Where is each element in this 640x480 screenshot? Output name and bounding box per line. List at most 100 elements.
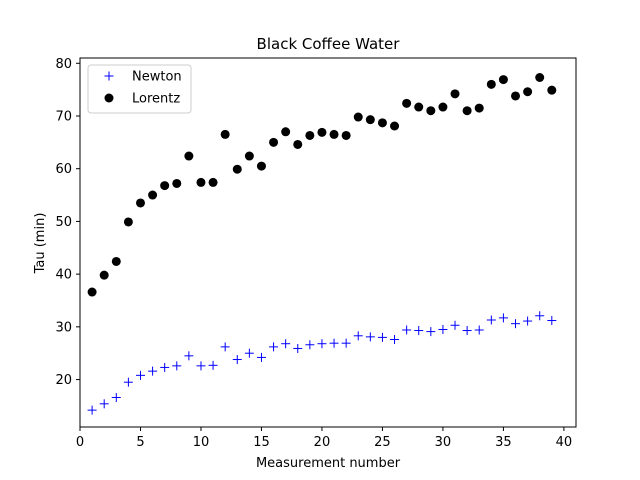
point-lorentz-7 bbox=[160, 181, 170, 191]
point-lorentz-24 bbox=[365, 115, 375, 125]
point-lorentz-5 bbox=[135, 198, 145, 208]
x-tick-label: 0 bbox=[76, 435, 84, 450]
y-tick-label: 20 bbox=[55, 373, 72, 388]
point-newton-11 bbox=[208, 360, 218, 370]
legend-label-lorentz: Lorentz bbox=[132, 92, 180, 107]
point-lorentz-12 bbox=[220, 129, 230, 139]
legend-box bbox=[87, 64, 192, 114]
point-newton-19 bbox=[305, 340, 315, 350]
point-newton-32 bbox=[462, 326, 472, 336]
point-lorentz-22 bbox=[341, 130, 351, 140]
point-lorentz-31 bbox=[450, 89, 460, 99]
point-lorentz-3 bbox=[111, 256, 121, 266]
point-lorentz-32 bbox=[462, 106, 472, 116]
point-newton-8 bbox=[172, 361, 182, 371]
x-tick-label: 40 bbox=[556, 435, 573, 450]
point-newton-20 bbox=[317, 339, 327, 349]
point-newton-31 bbox=[450, 320, 460, 330]
point-newton-3 bbox=[111, 392, 121, 402]
point-newton-12 bbox=[220, 342, 230, 352]
point-lorentz-16 bbox=[269, 137, 279, 147]
point-lorentz-19 bbox=[305, 130, 315, 140]
y-tick-label: 40 bbox=[55, 268, 72, 283]
point-newton-16 bbox=[269, 342, 279, 352]
legend: Newton Lorentz bbox=[87, 64, 192, 114]
point-newton-30 bbox=[438, 324, 448, 334]
point-lorentz-14 bbox=[244, 151, 254, 161]
point-newton-25 bbox=[377, 332, 387, 342]
point-newton-18 bbox=[293, 343, 303, 353]
x-tick-label: 30 bbox=[435, 435, 452, 450]
x-tick-label: 35 bbox=[495, 435, 512, 450]
point-newton-21 bbox=[329, 338, 339, 348]
legend-items: Newton Lorentz bbox=[104, 70, 182, 107]
point-lorentz-34 bbox=[486, 79, 496, 89]
point-lorentz-23 bbox=[353, 112, 363, 122]
point-lorentz-21 bbox=[329, 129, 339, 139]
point-newton-5 bbox=[135, 370, 145, 380]
point-newton-7 bbox=[160, 362, 170, 372]
point-lorentz-33 bbox=[474, 103, 484, 113]
y-axis-label: Tau (min) bbox=[33, 213, 48, 275]
point-newton-36 bbox=[511, 319, 521, 329]
point-lorentz-18 bbox=[293, 139, 303, 149]
point-lorentz-35 bbox=[498, 75, 508, 85]
point-lorentz-11 bbox=[208, 177, 218, 187]
y-tick-label: 70 bbox=[55, 109, 72, 124]
point-newton-23 bbox=[353, 331, 363, 341]
x-tick-label: 5 bbox=[136, 435, 144, 450]
x-tick-label: 20 bbox=[314, 435, 331, 450]
chart-title: Black Coffee Water bbox=[257, 35, 401, 53]
x-tick-label: 25 bbox=[374, 435, 391, 450]
point-newton-13 bbox=[232, 355, 242, 365]
x-axis-label: Measurement number bbox=[256, 456, 401, 471]
y-tick-label: 60 bbox=[55, 162, 72, 177]
point-lorentz-13 bbox=[232, 164, 242, 174]
point-newton-27 bbox=[402, 325, 412, 335]
point-lorentz-28 bbox=[414, 102, 424, 112]
point-lorentz-10 bbox=[196, 177, 206, 187]
point-lorentz-38 bbox=[535, 73, 545, 83]
point-newton-28 bbox=[414, 326, 424, 336]
x-axis-ticks: 0 5 10 15 20 25 30 35 40 bbox=[76, 427, 572, 450]
point-newton-26 bbox=[390, 334, 400, 344]
legend-marker-newton bbox=[104, 71, 114, 81]
point-newton-29 bbox=[426, 327, 436, 337]
point-newton-37 bbox=[523, 316, 533, 326]
point-newton-10 bbox=[196, 361, 206, 371]
point-lorentz-1 bbox=[87, 287, 97, 297]
x-tick-label: 10 bbox=[193, 435, 210, 450]
point-lorentz-30 bbox=[438, 102, 448, 112]
marks bbox=[87, 73, 557, 415]
point-newton-22 bbox=[341, 338, 351, 348]
point-lorentz-6 bbox=[148, 190, 158, 200]
point-lorentz-17 bbox=[281, 127, 291, 137]
point-newton-35 bbox=[498, 313, 508, 323]
point-lorentz-20 bbox=[317, 127, 327, 137]
point-newton-9 bbox=[184, 351, 194, 361]
point-newton-15 bbox=[256, 352, 266, 362]
point-lorentz-29 bbox=[426, 106, 436, 116]
plot-frame bbox=[79, 57, 577, 428]
point-newton-38 bbox=[535, 311, 545, 321]
x-tick-label: 15 bbox=[253, 435, 270, 450]
point-lorentz-2 bbox=[99, 270, 109, 280]
legend-marker-lorentz bbox=[104, 93, 114, 103]
point-newton-1 bbox=[87, 405, 97, 415]
point-lorentz-27 bbox=[402, 98, 412, 108]
point-lorentz-26 bbox=[390, 121, 400, 131]
point-newton-2 bbox=[99, 399, 109, 409]
point-newton-6 bbox=[148, 366, 158, 376]
series-newton bbox=[87, 311, 557, 415]
point-newton-33 bbox=[474, 325, 484, 335]
y-axis-ticks: 20 30 40 50 60 70 80 bbox=[55, 57, 80, 388]
point-lorentz-37 bbox=[523, 87, 533, 97]
y-tick-label: 50 bbox=[55, 215, 72, 230]
point-newton-34 bbox=[486, 315, 496, 325]
y-tick-label: 80 bbox=[55, 57, 72, 72]
point-newton-14 bbox=[244, 348, 254, 358]
point-lorentz-4 bbox=[123, 217, 133, 227]
point-newton-4 bbox=[123, 377, 133, 387]
point-lorentz-15 bbox=[256, 161, 266, 171]
